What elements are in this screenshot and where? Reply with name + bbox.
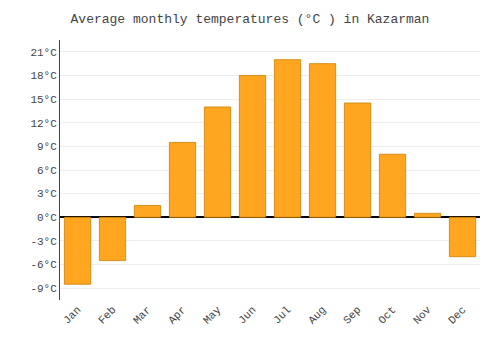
svg-text:18°C: 18°C <box>30 70 57 82</box>
svg-text:Apr: Apr <box>166 304 188 326</box>
svg-text:Average monthly temperatures (: Average monthly temperatures (°C ) in Ka… <box>71 12 430 27</box>
svg-text:15°C: 15°C <box>30 94 57 106</box>
svg-text:-3°C: -3°C <box>30 236 57 248</box>
svg-text:Jun: Jun <box>236 304 258 326</box>
svg-text:Nov: Nov <box>411 304 434 327</box>
svg-text:Jul: Jul <box>271 304 293 326</box>
svg-text:0°C: 0°C <box>37 212 57 224</box>
svg-text:Jan: Jan <box>61 304 83 326</box>
svg-text:May: May <box>201 304 224 327</box>
svg-text:-6°C: -6°C <box>30 259 57 271</box>
svg-text:Oct: Oct <box>376 304 398 326</box>
svg-text:Sep: Sep <box>341 304 363 326</box>
svg-text:12°C: 12°C <box>30 118 57 130</box>
svg-text:6°C: 6°C <box>37 165 57 177</box>
svg-text:Feb: Feb <box>96 304 118 326</box>
svg-text:21°C: 21°C <box>30 47 57 59</box>
svg-text:-9°C: -9°C <box>30 283 57 295</box>
svg-text:Dec: Dec <box>446 304 468 326</box>
svg-text:9°C: 9°C <box>37 141 57 153</box>
svg-text:Aug: Aug <box>306 304 328 326</box>
svg-text:Mar: Mar <box>131 304 153 326</box>
svg-text:3°C: 3°C <box>37 188 57 200</box>
